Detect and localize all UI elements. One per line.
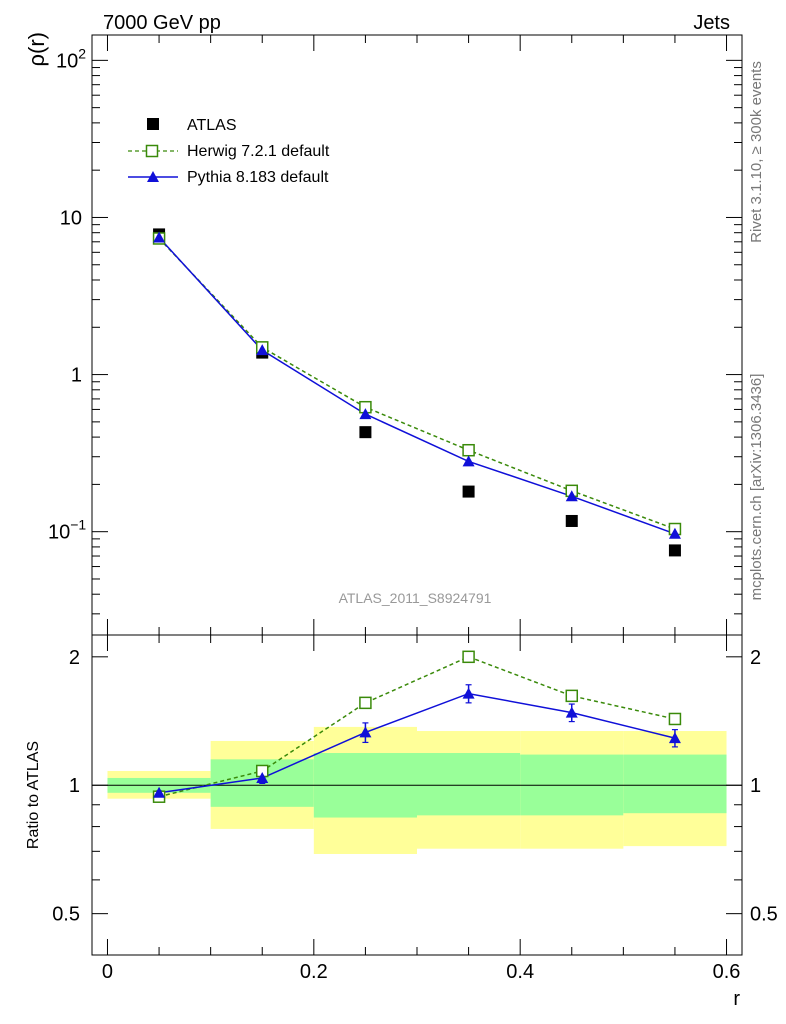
rivet-version-label: Rivet 3.1.10, ≥ 300k events	[748, 61, 765, 243]
herwig-ratio-line	[158, 655, 676, 798]
pythia-ratio-point	[462, 687, 475, 699]
legend-marker-atlas	[147, 118, 159, 130]
pythia-point	[668, 527, 681, 539]
uncertainty-band-inner	[623, 754, 727, 814]
herwig-line	[158, 237, 676, 530]
atlas-point	[359, 426, 372, 439]
legend-marker-pythia	[147, 171, 159, 182]
legend-label-pythia: Pythia 8.183 default	[187, 169, 329, 186]
herwig-ratio-point	[462, 650, 475, 664]
main-plot-data	[152, 228, 682, 557]
ratio-axes: 0.5 0.5 1 1 2 2 0 0.2 0.4 0.6	[52, 635, 778, 983]
analysis-label: ATLAS_2011_S8924791	[339, 590, 492, 606]
y-tick-label-main: 1	[71, 365, 82, 387]
pythia-ratio-point	[359, 726, 372, 738]
legend: ATLAS Herwig 7.2.1 default Pythia 8.183 …	[128, 117, 330, 186]
collision-label: 7000 GeV pp	[103, 12, 221, 34]
x-tick-label: 0.6	[713, 961, 741, 983]
herwig-point	[462, 443, 475, 457]
y-tick-label-ratio-right: 0.5	[750, 904, 778, 926]
mcplots-label: mcplots.cern.ch [arXiv:1306.3436]	[748, 374, 765, 601]
y-tick-label-main: 10	[60, 207, 82, 229]
x-tick-label: 0	[102, 961, 113, 983]
herwig-ratio-point	[565, 689, 579, 703]
atlas-point	[668, 544, 681, 557]
main-panel: 10−1 1 10 102 ATLAS_2011_S8924791 ρ(r) ATLA…	[24, 32, 743, 636]
main-axes: 10−1 1 10 102	[48, 35, 742, 635]
legend-label-atlas: ATLAS	[187, 117, 237, 134]
x-tick-label: 0.4	[506, 961, 534, 983]
uncertainty-band-inner	[417, 753, 521, 816]
y-axis-label-ratio: Ratio to ATLAS	[25, 741, 42, 849]
pythia-point	[462, 455, 475, 467]
atlas-point	[462, 485, 475, 498]
atlas-point	[565, 514, 578, 527]
legend-marker-herwig	[145, 144, 159, 158]
pythia-ratio-point	[256, 771, 269, 783]
y-tick-label-ratio: 2	[69, 647, 80, 669]
x-axis-label: r	[733, 988, 740, 1010]
pythia-point	[565, 490, 578, 502]
pythia-ratio-line	[158, 692, 676, 794]
x-tick-label: 0.2	[300, 961, 328, 983]
ratio-plot-data	[152, 650, 682, 803]
pythia-point	[359, 408, 372, 420]
y-tick-label-ratio-right: 1	[750, 775, 761, 797]
herwig-ratio-point	[668, 712, 682, 726]
herwig-ratio-point	[359, 696, 372, 710]
y-tick-label-ratio: 1	[69, 775, 80, 797]
pythia-line	[158, 236, 676, 535]
pythia-point	[153, 231, 166, 243]
pythia-ratio-point	[565, 706, 578, 718]
pythia-ratio-point	[668, 732, 681, 744]
y-tick-label-ratio-right: 2	[750, 647, 761, 669]
process-label: Jets	[693, 12, 730, 34]
y-tick-label-main: 102	[56, 45, 86, 72]
y-tick-label-main: 10−1	[48, 517, 86, 544]
ratio-uncertainty-bands	[92, 726, 742, 854]
y-axis-label-main: ρ(r)	[24, 32, 49, 67]
legend-label-herwig: Herwig 7.2.1 default	[187, 143, 330, 160]
pythia-ratio-point	[153, 786, 166, 798]
y-tick-label-ratio: 0.5	[52, 904, 80, 926]
pythia-point	[256, 344, 269, 356]
ratio-panel: 0.5 0.5 1 1 2 2 0 0.2 0.4 0.6 Ratio to ATLAS r	[25, 634, 778, 1010]
